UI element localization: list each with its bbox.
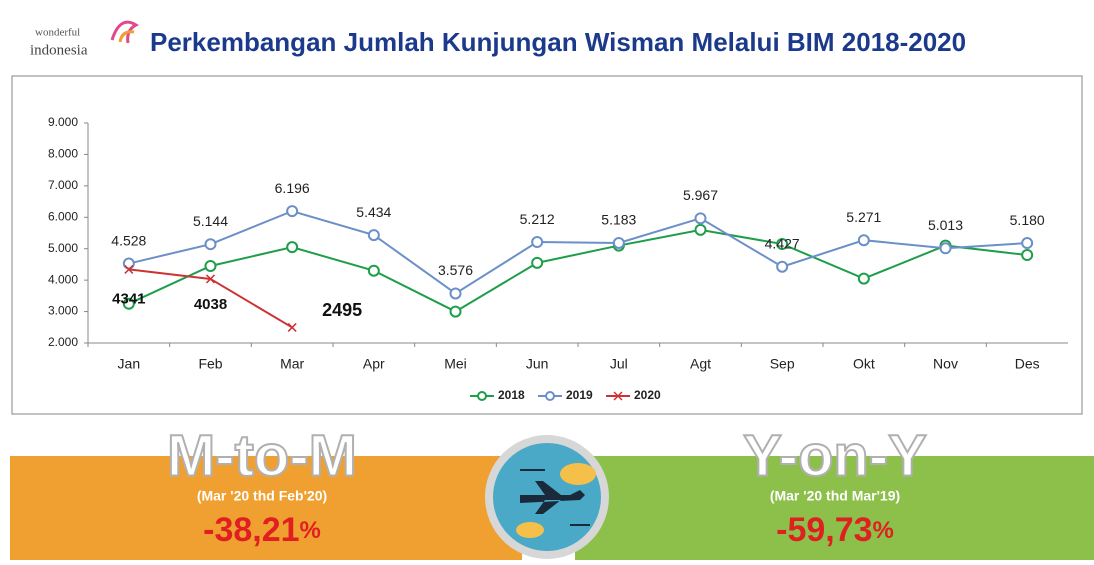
y-tick-label: 4.000 xyxy=(48,272,78,286)
panel-heading: M-to-M xyxy=(167,423,357,488)
x-tick-label: Mar xyxy=(280,356,304,372)
marker xyxy=(939,242,952,255)
plane xyxy=(520,481,585,514)
marker xyxy=(205,274,216,284)
marker xyxy=(286,241,299,254)
legend-marker xyxy=(613,391,623,401)
data-label: 5.183 xyxy=(601,212,636,228)
data-label: 4341 xyxy=(112,290,145,307)
x-tick-label: Des xyxy=(1015,356,1040,372)
marker xyxy=(449,305,462,318)
panel-number: -59,73 xyxy=(776,511,872,549)
marker xyxy=(857,272,870,285)
x-tick-label: Nov xyxy=(933,356,958,372)
marker xyxy=(287,322,297,332)
x-tick-label: Jun xyxy=(526,356,549,372)
marker xyxy=(449,287,462,300)
marker xyxy=(122,257,135,270)
legend-marker xyxy=(477,391,487,401)
panel-heading: Y-on-Y xyxy=(743,423,927,488)
data-label: 4.427 xyxy=(765,235,800,251)
series-line xyxy=(128,228,1028,313)
panel-period: (Mar '20 thd Mar'19) xyxy=(770,488,900,504)
x-tick-label: Jan xyxy=(118,356,141,372)
marker xyxy=(1021,237,1034,250)
marker xyxy=(531,236,544,249)
x-tick-label: Okt xyxy=(853,356,875,372)
y-tick-label: 3.000 xyxy=(48,304,78,318)
logo-top: wonderful xyxy=(35,27,80,39)
marker xyxy=(204,260,217,272)
marker xyxy=(857,234,870,247)
marker xyxy=(367,229,380,242)
data-label: 6.196 xyxy=(275,180,310,196)
cloud xyxy=(560,463,596,485)
x-tick-label: Mei xyxy=(444,356,467,372)
marker xyxy=(204,238,217,251)
data-label: 5.271 xyxy=(846,209,881,225)
panel-period: (Mar '20 thd Feb'20) xyxy=(197,488,327,504)
logo-icon xyxy=(110,20,140,44)
legend-marker xyxy=(545,391,555,401)
marker xyxy=(124,264,134,274)
data-label: 5.180 xyxy=(1010,212,1045,228)
x-tick-label: Jul xyxy=(610,356,628,372)
marker xyxy=(612,236,625,249)
marker xyxy=(1021,249,1034,261)
cloud xyxy=(516,522,544,538)
logo-icon xyxy=(118,30,135,43)
panel-unit: % xyxy=(873,517,894,544)
mtom-panel xyxy=(10,456,522,560)
data-label: 5.013 xyxy=(928,217,963,233)
logo-bottom: indonesia xyxy=(30,42,88,58)
x-tick-label: Agt xyxy=(690,356,711,372)
marker xyxy=(694,223,707,236)
panel-value: -59,73% xyxy=(776,511,894,549)
data-label: 5.967 xyxy=(683,187,718,203)
y-tick-label: 6.000 xyxy=(48,209,78,223)
y-tick-label: 2.000 xyxy=(48,335,78,349)
marker xyxy=(776,260,789,273)
data-label: 5.144 xyxy=(193,213,228,229)
data-label: 2495 xyxy=(322,300,362,320)
y-tick-label: 8.000 xyxy=(48,147,78,161)
panel-number: -38,21 xyxy=(203,511,299,549)
marker xyxy=(776,238,789,250)
panel-value: -38,21% xyxy=(203,511,321,549)
marker xyxy=(286,205,299,218)
y-tick-label: 5.000 xyxy=(48,241,78,255)
chart-title: Perkembangan Jumlah Kunjungan Wisman Mel… xyxy=(150,27,966,57)
marker xyxy=(122,297,135,310)
yony-panel xyxy=(575,456,1094,560)
legend-label: 2018 xyxy=(498,388,525,402)
y-tick-label: 7.000 xyxy=(48,178,78,192)
x-tick-label: Sep xyxy=(770,356,795,372)
series-line xyxy=(128,210,1028,295)
panel-unit: % xyxy=(300,517,321,544)
marker xyxy=(531,256,544,269)
x-tick-label: Feb xyxy=(198,356,222,372)
data-label: 5.212 xyxy=(520,211,555,227)
y-tick-label: 9.000 xyxy=(48,115,78,129)
data-label: 4038 xyxy=(194,296,227,313)
legend-label: 2019 xyxy=(566,388,593,402)
x-tick-label: Apr xyxy=(363,356,385,372)
marker xyxy=(694,212,707,225)
marker xyxy=(367,264,380,277)
legend-label: 2020 xyxy=(634,388,661,402)
data-label: 4.528 xyxy=(111,232,146,248)
data-label: 5.434 xyxy=(356,204,391,220)
data-label: 3.576 xyxy=(438,262,473,278)
